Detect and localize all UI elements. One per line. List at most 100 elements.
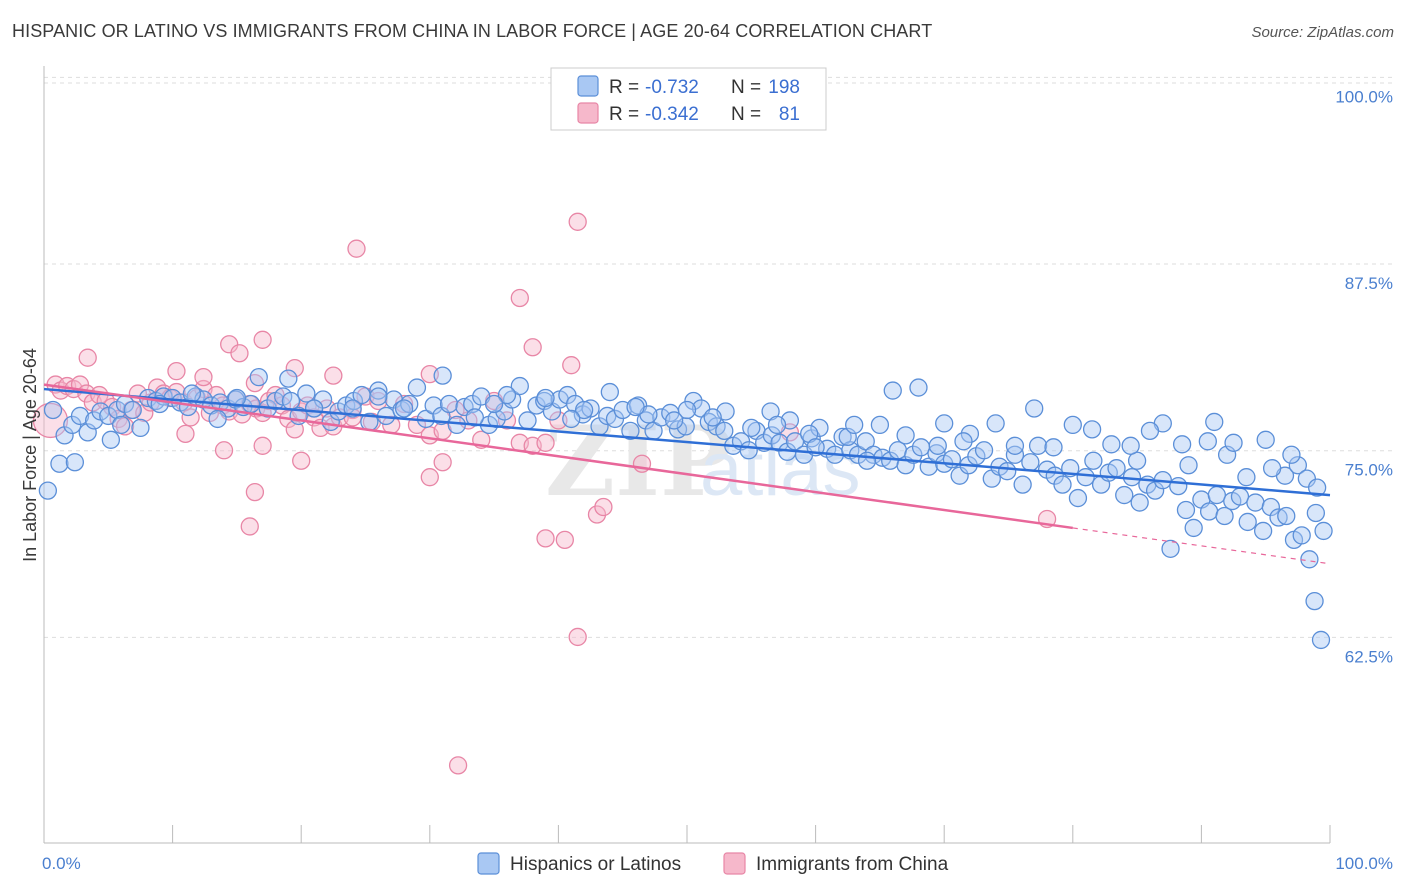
blue-point [1076, 468, 1095, 487]
blue-point [497, 385, 517, 405]
blue-point [101, 430, 121, 449]
blue-point [1205, 412, 1224, 432]
pink-point [587, 505, 607, 524]
pink-point [433, 453, 452, 472]
blue-point [407, 378, 427, 397]
pink-point [324, 366, 343, 385]
trend-line-pink [43, 383, 1073, 530]
blue-point [562, 409, 581, 429]
blue-point [536, 388, 555, 408]
blue-point [208, 409, 227, 429]
blue-point [1215, 506, 1234, 526]
legend-n-label-blue: N = [731, 77, 761, 98]
blue-point [249, 367, 268, 387]
blue-point [1314, 521, 1333, 541]
blue-point [1224, 433, 1243, 452]
blue-point [38, 481, 58, 500]
blue-point [1199, 502, 1219, 521]
blue-point [856, 432, 875, 451]
blue-point [954, 432, 973, 451]
blue-point [304, 399, 324, 418]
x-tick-label-max: 100.0% [1335, 854, 1393, 873]
blue-point [85, 411, 104, 430]
blue-point [510, 376, 529, 396]
pink-point [194, 367, 213, 387]
legend-swatch-blue [577, 75, 599, 97]
pink-point [292, 451, 311, 470]
blue-point [1053, 475, 1072, 494]
blue-point [1207, 485, 1226, 505]
pink-point [181, 408, 200, 427]
blue-point [986, 414, 1005, 433]
blue-point [574, 400, 594, 420]
blue-point [1277, 506, 1296, 526]
blue-point [935, 414, 954, 433]
blue-point [518, 411, 537, 430]
blue-point [1179, 456, 1198, 475]
blue-point [1140, 421, 1160, 441]
blue-point [715, 421, 734, 441]
x-tick-label-min: 0.0% [42, 854, 81, 873]
legend-bottom-label-pink: Immigrants from China [756, 854, 949, 875]
blue-point [123, 400, 142, 420]
legend-bottom: Hispanics or Latinos Immigrants from Chi… [477, 852, 949, 875]
legend-n-value-pink: 81 [779, 104, 800, 125]
blue-point [600, 382, 619, 402]
pink-point [253, 436, 272, 455]
blue-point [70, 406, 90, 426]
blue-point [447, 415, 466, 435]
blue-point [1068, 488, 1088, 508]
blue-point [1028, 436, 1048, 455]
legend-top: R = -0.732 N = 198 R = -0.342 N = 81 [550, 67, 827, 131]
blue-point [1305, 591, 1324, 611]
blue-point [1307, 478, 1327, 497]
blue-point [1161, 539, 1180, 558]
blue-point [1176, 500, 1196, 520]
blue-point [112, 415, 131, 435]
trend-lines [43, 383, 1331, 565]
blue-point [50, 454, 69, 473]
blue-point [960, 424, 980, 444]
pink-point [240, 517, 259, 536]
y-axis-title: In Labor Force | Age 20-64 [20, 348, 40, 562]
blue-point [833, 427, 852, 446]
pink-point [568, 212, 587, 231]
legend-bottom-swatch-pink [723, 852, 746, 875]
pink-point [555, 530, 574, 550]
blue-point [1169, 476, 1188, 496]
blue-point [1262, 459, 1282, 478]
pink-point [369, 391, 388, 411]
blue-point [1107, 459, 1126, 478]
blue-point [1238, 512, 1257, 532]
blue-point [1246, 493, 1265, 512]
blue-point [43, 400, 63, 420]
blue-point [1256, 430, 1275, 449]
blue-point [1230, 487, 1250, 506]
pink-point [536, 529, 555, 548]
blue-point [297, 384, 316, 403]
blue-point [1121, 436, 1140, 455]
pink-point [523, 338, 542, 357]
blue-point [998, 462, 1017, 481]
blue-point [227, 388, 247, 408]
blue-point [739, 441, 758, 460]
blue-point [484, 394, 504, 414]
blue-point [767, 415, 787, 435]
blue-point [857, 451, 877, 470]
pink-point [536, 433, 555, 452]
pink-point [562, 356, 581, 375]
blue-point [131, 418, 150, 438]
blue-point [1237, 468, 1256, 487]
y-tick-label: 100.0% [1335, 87, 1393, 106]
pink-point [245, 482, 265, 502]
pink-point [253, 330, 272, 349]
blue-point [1063, 415, 1082, 435]
blue-point [1288, 456, 1307, 475]
pink-point [285, 359, 304, 378]
blue-point [810, 418, 829, 438]
legend-n-value-blue: 198 [768, 77, 800, 98]
blue-point [1082, 420, 1102, 439]
legend-swatch-pink [577, 102, 599, 124]
legend-n-label-pink: N = [731, 104, 761, 125]
blue-point [394, 399, 414, 418]
